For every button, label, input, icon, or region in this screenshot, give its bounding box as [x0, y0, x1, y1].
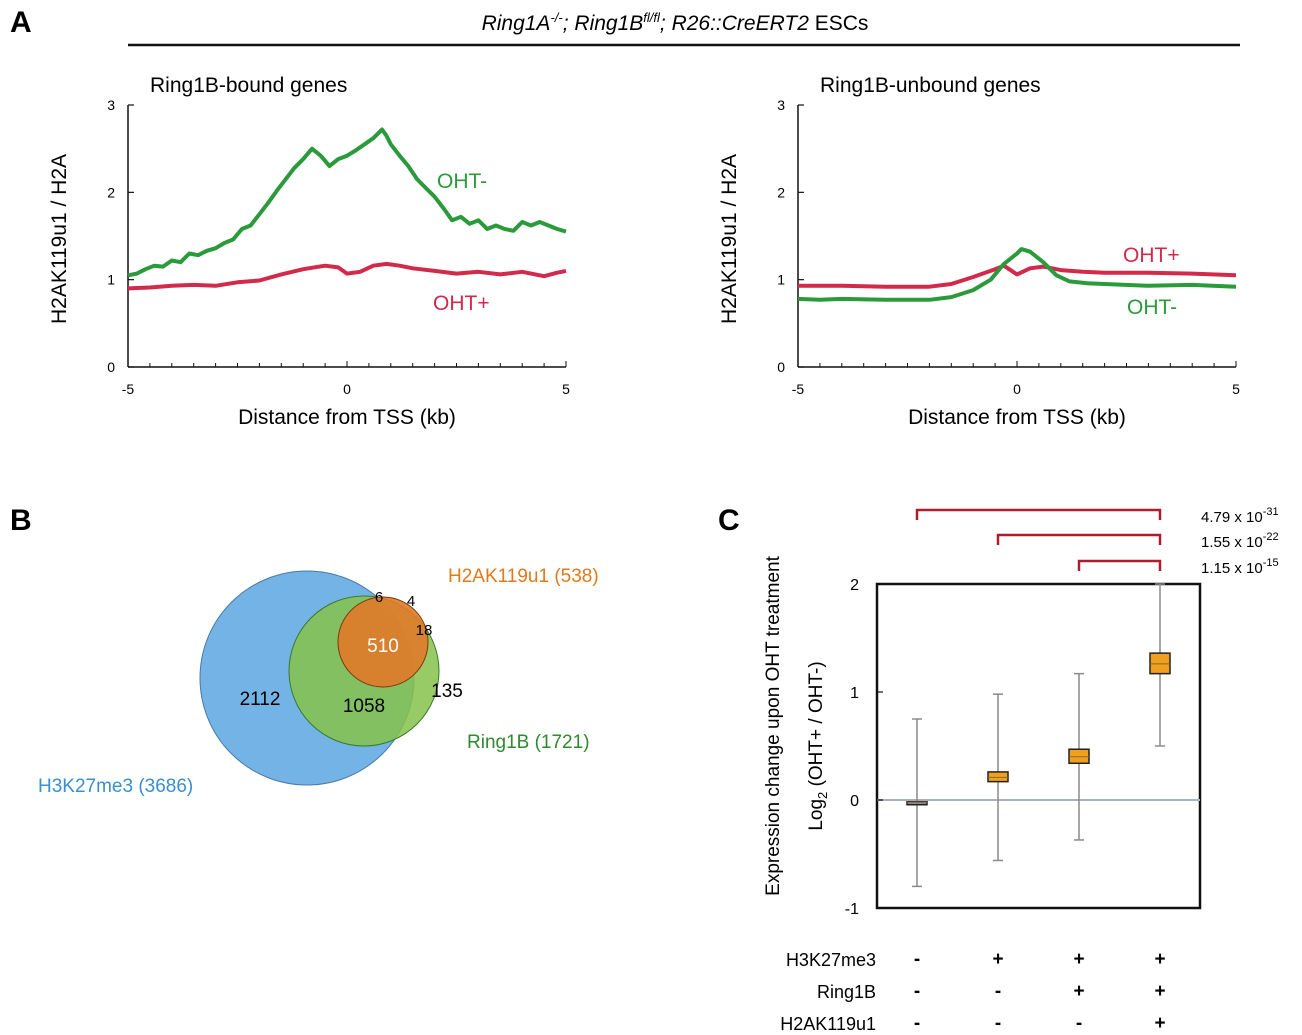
p-value: 1.15 x 10-15: [1201, 557, 1279, 577]
y-axis-title-main: Expression change upon OHT treatment: [763, 555, 784, 895]
y-axis-title-ratio: (OHT+ / OHT-): [806, 661, 827, 791]
x-axis-title: Distance from TSS (kb): [238, 406, 456, 429]
box: [1068, 748, 1090, 765]
chart-ring1b-unbound: 0 1 2 3 -5 0 5 Ring1B-unbound genes Distance fro…: [718, 74, 1240, 429]
series-label: OHT-: [1127, 296, 1177, 319]
y-tick-label: 0: [850, 793, 859, 810]
condition-row-label: Ring1B: [817, 982, 876, 1002]
header-title-sup2: fl/fl: [643, 10, 661, 25]
p-value: 4.79 x 10-31: [1201, 506, 1279, 526]
panel-label-b: B: [10, 504, 32, 537]
box: [987, 771, 1009, 783]
y-tick-label: 0: [777, 359, 785, 375]
header-title-suffix: ESCs: [809, 12, 869, 35]
header-title-rest: ; R26::CreERT2: [660, 12, 809, 35]
venn-count-h3-h2a: 6: [375, 589, 383, 606]
condition-row-label: H3K27me3: [786, 950, 876, 970]
p-value-exponent: -31: [1263, 506, 1279, 518]
y-axis-title: H2AK119u1 / H2A: [718, 154, 741, 324]
series-label: OHT-: [437, 170, 487, 193]
header-title-prefix: Ring1A: [482, 12, 551, 35]
y-tick-label: 2: [777, 184, 785, 200]
series-line-oht-minus: [797, 247, 1237, 302]
series-label: OHT+: [433, 292, 490, 315]
series-line-oht-plus: [127, 261, 567, 291]
condition-mark: -: [914, 949, 920, 970]
y-tick-label: -1: [845, 901, 859, 918]
y-tick-label: 3: [777, 97, 785, 113]
y-tick-label: 0: [107, 359, 115, 375]
condition-row-label: H2AK119u1: [780, 1014, 876, 1034]
box: [1149, 652, 1171, 675]
p-value-base: 1.15 x 10: [1201, 560, 1263, 577]
condition-mark: -: [914, 1013, 920, 1034]
venn-count-ring-only: 135: [431, 681, 463, 702]
p-value-base: 4.79 x 10: [1201, 509, 1263, 526]
series-line-oht-minus: [127, 127, 567, 278]
significance-bracket: [1077, 559, 1162, 571]
series-line-oht-plus: [798, 263, 1237, 289]
condition-mark: -: [995, 981, 1001, 1002]
x-axis-title: Distance from TSS (kb): [908, 406, 1126, 429]
significance-bracket: [915, 508, 1162, 520]
header-title-sup1: -/-: [550, 10, 563, 25]
series-label: OHT+: [1123, 244, 1180, 267]
venn-count-all-three: 510: [367, 636, 399, 657]
x-tick-label: 5: [562, 381, 570, 397]
condition-mark: +: [1073, 981, 1084, 1002]
venn-count-h3-only: 2112: [240, 689, 281, 710]
y-tick-label: 1: [850, 685, 859, 702]
condition-mark: -: [1076, 1013, 1082, 1034]
venn-circle-h2ak119u1: [337, 596, 429, 688]
venn-count-ring-h2a: 18: [416, 622, 433, 639]
p-value-base: 1.55 x 10: [1201, 534, 1263, 551]
header-title-mid: ; Ring1B: [563, 12, 644, 35]
p-value-exponent: -22: [1263, 531, 1279, 543]
chart-ring1b-bound: 0 1 2 3 -5 0 5 Ring1B-bound genes Distance from …: [48, 74, 570, 429]
y-axis-title: H2AK119u1 / H2A: [48, 154, 71, 324]
p-value: 1.55 x 10-22: [1201, 531, 1279, 551]
condition-mark: +: [992, 949, 1003, 970]
header-title: Ring1A-/-; Ring1Bfl/fl; R26::CreERT2 ESC…: [482, 10, 869, 35]
panel-label-c: C: [718, 504, 740, 537]
chart-title: Ring1B-bound genes: [150, 74, 347, 97]
y-tick-label: 1: [107, 272, 115, 288]
x-tick-label: -5: [792, 381, 805, 397]
y-tick-label: 2: [107, 184, 115, 200]
y-axis-title-log: Log: [806, 799, 827, 831]
condition-mark: +: [1154, 949, 1165, 970]
venn-count-h2a-only: 4: [407, 593, 415, 610]
plot-frame: [875, 582, 1202, 910]
venn-label-ring1b: Ring1B (1721): [467, 732, 590, 753]
y-tick-label: 3: [107, 97, 115, 113]
significance-bracket: [996, 533, 1162, 545]
y-tick-label: 1: [777, 272, 785, 288]
y-axis-title-sub: Log2 (OHT+ / OHT-): [806, 661, 830, 830]
x-tick-label: 0: [343, 381, 351, 397]
y-tick-label: 2: [850, 577, 859, 594]
condition-mark: +: [1154, 981, 1165, 1002]
chart-title: Ring1B-unbound genes: [820, 74, 1041, 97]
condition-mark: -: [995, 1013, 1001, 1034]
p-value-exponent: -15: [1263, 557, 1279, 569]
venn-label-h3k27me3: H3K27me3 (3686): [38, 776, 193, 797]
venn-diagram: 2112 1058 510 135 6 4 18 H2AK119u1 (538)…: [38, 566, 599, 797]
venn-label-h2ak119u1: H2AK119u1 (538): [448, 566, 599, 587]
panel-label-a: A: [10, 6, 32, 39]
x-tick-label: 5: [1232, 381, 1240, 397]
condition-mark: +: [1154, 1013, 1165, 1034]
x-tick-label: 0: [1013, 381, 1021, 397]
condition-mark: +: [1073, 949, 1084, 970]
x-tick-label: -5: [122, 381, 135, 397]
chart-expression-change: 2 1 0 -1 Expression change upon OHT treatmen…: [763, 506, 1279, 1034]
condition-mark: -: [914, 981, 920, 1002]
venn-count-h3-ring: 1058: [343, 696, 385, 717]
y-axis-title-log-base: 2: [815, 792, 830, 799]
